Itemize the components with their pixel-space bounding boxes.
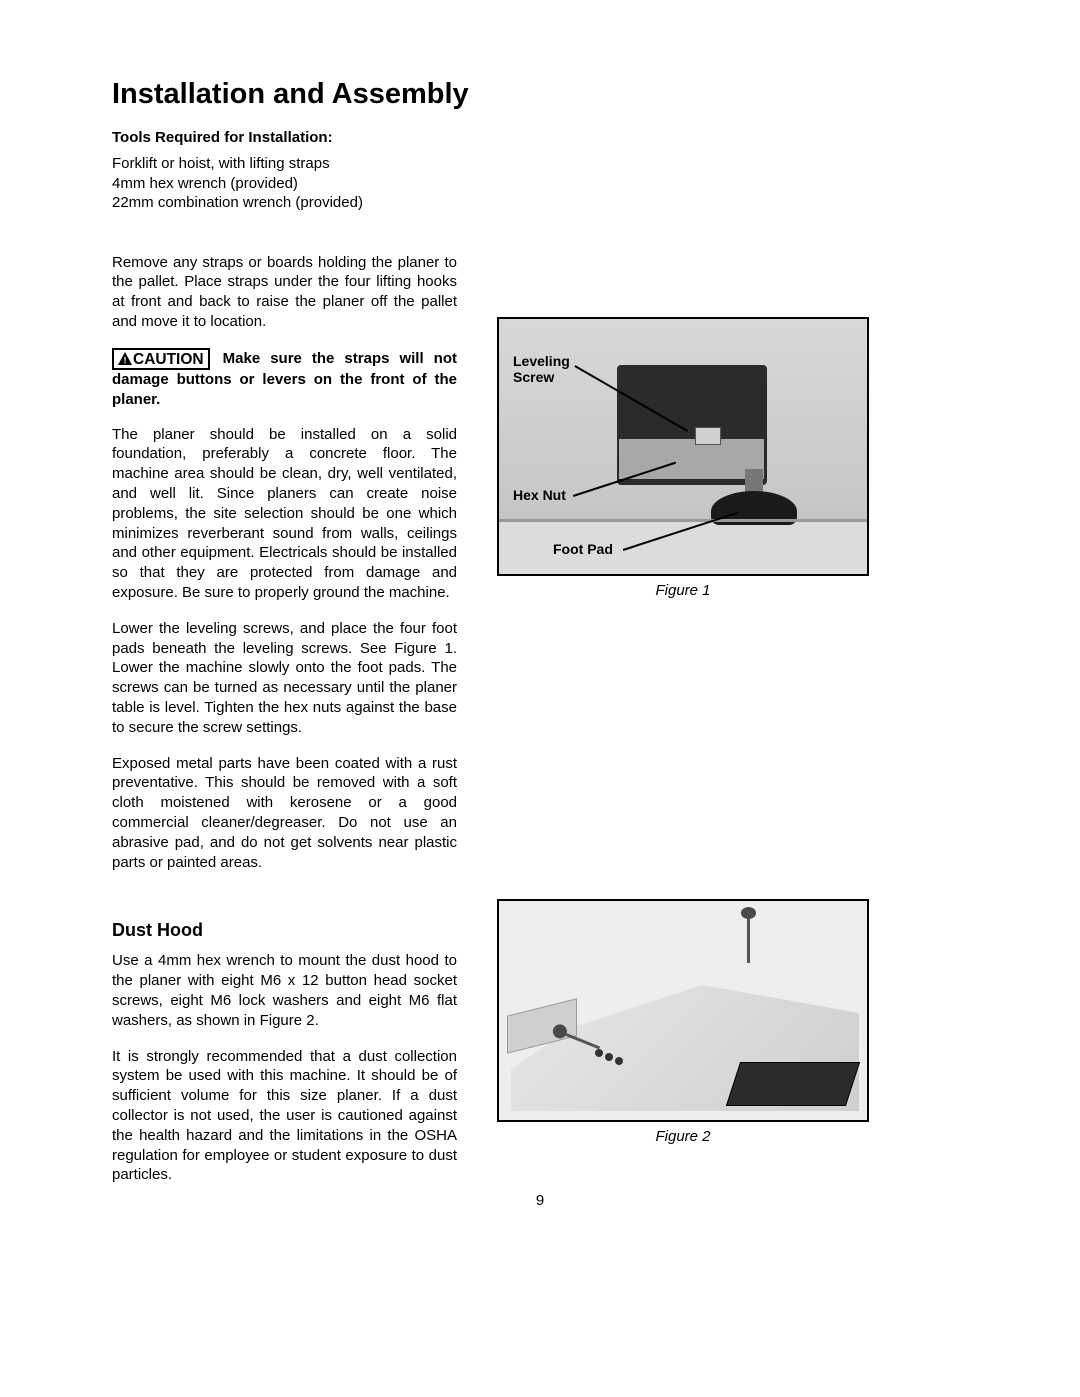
figure-1: Leveling Screw Hex Nut Foot Pad Figure 1 xyxy=(497,317,869,599)
figure-1-image: Leveling Screw Hex Nut Foot Pad xyxy=(497,317,869,576)
page-title: Installation and Assembly xyxy=(112,78,970,111)
figure-2-caption: Figure 2 xyxy=(497,1128,869,1145)
warning-triangle-icon: ! xyxy=(118,352,132,365)
fig1-label-foot-pad: Foot Pad xyxy=(553,541,613,557)
para-leveling: Lower the leveling screws, and place the… xyxy=(112,619,457,738)
para-foundation: The planer should be installed on a soli… xyxy=(112,425,457,603)
tools-list: Forklift or hoist, with lifting straps 4… xyxy=(112,154,457,213)
figure-1-caption: Figure 1 xyxy=(497,582,869,599)
caution-badge: ! CAUTION xyxy=(112,348,210,371)
figure-2: Figure 2 xyxy=(497,899,869,1145)
svg-text:!: ! xyxy=(124,355,127,365)
para-dust-1: Use a 4mm hex wrench to mount the dust h… xyxy=(112,951,457,1030)
para-dust-2: It is strongly recommended that a dust c… xyxy=(112,1047,457,1186)
right-column: Leveling Screw Hex Nut Foot Pad Figure 1… xyxy=(497,129,970,1201)
para-rust: Exposed metal parts have been coated wit… xyxy=(112,754,457,873)
caution-paragraph: !CAUTION Make sure the straps will not d… xyxy=(112,348,457,411)
two-column-layout: Tools Required for Installation: Forklif… xyxy=(112,129,970,1201)
page-number: 9 xyxy=(0,1192,1080,1209)
figure-2-image xyxy=(497,899,869,1122)
caution-label-text: CAUTION xyxy=(133,351,204,368)
dust-hood-heading: Dust Hood xyxy=(112,920,457,941)
fig1-label-leveling-screw: Leveling Screw xyxy=(513,353,570,385)
para-remove-straps: Remove any straps or boards holding the … xyxy=(112,253,457,332)
left-column: Tools Required for Installation: Forklif… xyxy=(112,129,457,1201)
tools-heading: Tools Required for Installation: xyxy=(112,129,457,146)
fig1-label-hex-nut: Hex Nut xyxy=(513,487,566,503)
